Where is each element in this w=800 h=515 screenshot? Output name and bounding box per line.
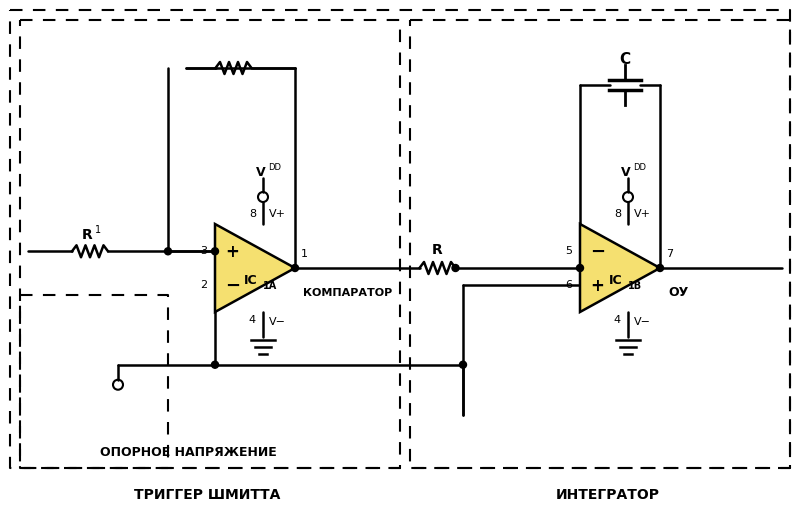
Text: ОПОРНОЕ НАПРЯЖЕНИЕ: ОПОРНОЕ НАПРЯЖЕНИЕ bbox=[100, 447, 277, 459]
Circle shape bbox=[657, 265, 663, 271]
Text: 7: 7 bbox=[666, 249, 673, 259]
Text: V−: V− bbox=[269, 317, 286, 327]
Text: DD: DD bbox=[268, 163, 281, 171]
Circle shape bbox=[211, 361, 218, 368]
Text: 1B: 1B bbox=[628, 281, 642, 291]
Text: IC: IC bbox=[244, 273, 258, 286]
Circle shape bbox=[452, 265, 459, 271]
Circle shape bbox=[577, 265, 583, 271]
Text: 8: 8 bbox=[614, 209, 621, 219]
Text: +: + bbox=[225, 243, 239, 261]
Text: 1A: 1A bbox=[263, 281, 278, 291]
Text: V+: V+ bbox=[269, 209, 286, 219]
Text: V−: V− bbox=[634, 317, 651, 327]
Text: −: − bbox=[590, 243, 605, 261]
Text: V+: V+ bbox=[634, 209, 651, 219]
Text: V: V bbox=[256, 165, 266, 179]
Text: 1: 1 bbox=[301, 249, 308, 259]
Polygon shape bbox=[580, 224, 660, 312]
Text: DD: DD bbox=[633, 163, 646, 171]
Text: +: + bbox=[590, 277, 604, 295]
Circle shape bbox=[291, 265, 298, 271]
Text: 8: 8 bbox=[249, 209, 256, 219]
Text: 5: 5 bbox=[565, 246, 572, 256]
Circle shape bbox=[211, 248, 218, 255]
Text: −: − bbox=[225, 277, 240, 295]
Text: 3: 3 bbox=[200, 246, 207, 256]
Text: 1: 1 bbox=[95, 225, 101, 235]
Text: 4: 4 bbox=[249, 315, 256, 325]
Text: ТРИГГЕР ШМИТТА: ТРИГГЕР ШМИТТА bbox=[134, 488, 280, 502]
Text: R: R bbox=[432, 243, 443, 257]
Polygon shape bbox=[215, 224, 295, 312]
Text: ИНТЕГРАТОР: ИНТЕГРАТОР bbox=[556, 488, 660, 502]
Text: 6: 6 bbox=[565, 280, 572, 290]
Text: ОУ: ОУ bbox=[668, 286, 688, 300]
Text: 2: 2 bbox=[200, 280, 207, 290]
Circle shape bbox=[165, 248, 171, 255]
Text: IC: IC bbox=[609, 273, 623, 286]
Circle shape bbox=[459, 361, 466, 368]
Text: КОМПАРАТОР: КОМПАРАТОР bbox=[303, 288, 392, 298]
Text: R: R bbox=[82, 228, 92, 242]
Text: V: V bbox=[621, 165, 631, 179]
Text: C: C bbox=[619, 53, 630, 67]
Text: 4: 4 bbox=[614, 315, 621, 325]
